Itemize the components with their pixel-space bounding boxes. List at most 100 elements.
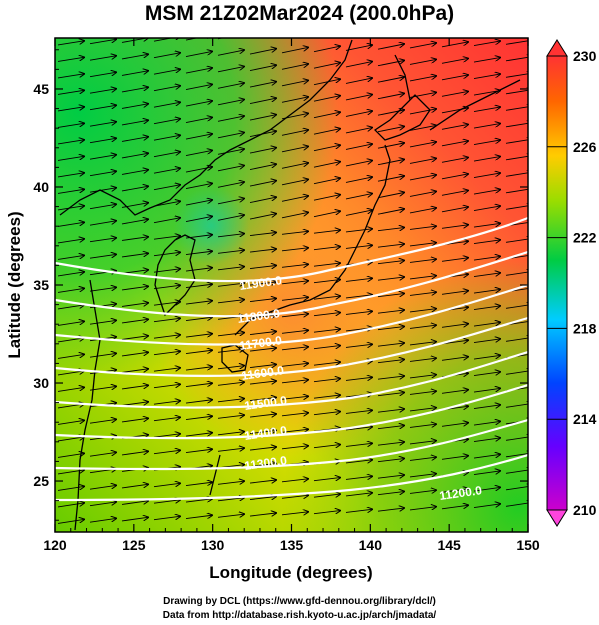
wind-arrow	[153, 218, 180, 224]
wind-arrow	[281, 314, 308, 317]
wind-arrow	[249, 181, 276, 187]
wind-arrow	[313, 46, 340, 53]
wind-arrow	[281, 130, 308, 136]
wind-arrow	[185, 499, 212, 503]
wind-arrow	[377, 492, 404, 496]
wind-arrow	[57, 288, 84, 293]
wind-arrow	[57, 57, 84, 62]
wind-arrow	[409, 226, 436, 230]
wind-arrow	[57, 107, 84, 112]
wind-arrow	[249, 233, 276, 236]
wind-arrow	[121, 336, 148, 340]
wind-arrow	[346, 29, 372, 34]
wind-arrow	[409, 375, 436, 379]
wind-arrow	[57, 222, 84, 227]
wind-arrow	[281, 396, 308, 399]
temperature-field	[55, 38, 528, 532]
wind-arrow	[57, 189, 84, 194]
wind-arrow	[57, 321, 84, 326]
wind-arrow	[313, 445, 340, 448]
wind-arrow	[473, 504, 500, 509]
wind-arrow	[409, 92, 436, 98]
wind-arrow	[121, 369, 148, 373]
wind-arrow	[153, 201, 180, 207]
wind-arrow	[121, 170, 148, 175]
wind-arrow	[441, 489, 468, 493]
wind-arrow	[441, 456, 468, 460]
wind-arrow	[121, 484, 148, 489]
wind-arrow	[345, 144, 372, 150]
data-credit: Data from http://database.rish.kyoto-u.a…	[162, 610, 437, 621]
wind-arrow	[121, 286, 148, 291]
wind-arrow	[345, 460, 372, 463]
wind-arrow	[473, 306, 500, 311]
wind-arrow	[89, 39, 116, 45]
wind-arrow	[473, 273, 500, 278]
wind-arrow	[409, 158, 436, 164]
wind-arrow	[249, 82, 276, 88]
height-contours	[55, 216, 528, 502]
wind-arrow	[313, 247, 340, 250]
wind-arrow	[377, 192, 404, 199]
wind-arrow	[217, 382, 244, 386]
contour-label: 11900.0	[238, 273, 283, 293]
wind-arrow	[345, 78, 372, 84]
wind-arrow	[473, 58, 500, 63]
wind-arrow	[185, 68, 212, 74]
wind-arrow	[473, 322, 500, 327]
wind-arrow	[121, 137, 148, 142]
wind-arrow	[377, 228, 404, 232]
wind-arrow	[57, 123, 84, 128]
wind-arrow	[377, 475, 404, 479]
wind-arrow	[441, 157, 468, 163]
drawing-credit: Drawing by DCL (https://www.gfd-dennou.o…	[163, 596, 436, 607]
wind-arrow	[473, 438, 500, 443]
wind-arrow	[441, 190, 468, 196]
wind-arrow	[217, 234, 244, 238]
wind-arrow	[313, 395, 340, 398]
wind-arrow	[377, 277, 404, 281]
x-axis: 120 125 130 135 140 145 150	[43, 38, 540, 553]
wind-arrow	[185, 216, 212, 222]
wind-arrow	[249, 332, 276, 335]
wind-arrow	[281, 146, 308, 153]
wind-arrow	[217, 366, 244, 370]
wind-arrow	[89, 221, 116, 226]
wind-arrow	[377, 159, 404, 166]
wind-arrow	[345, 295, 372, 298]
contour-label: 11500.0	[243, 393, 288, 413]
wind-arrow	[217, 498, 244, 502]
wind-arrow	[473, 74, 500, 79]
wind-arrow	[89, 56, 116, 61]
wind-arrow	[57, 437, 84, 442]
wind-arrow	[217, 50, 244, 56]
y-tick-label: 30	[33, 375, 49, 391]
wind-arrow	[89, 485, 116, 490]
wind-arrow	[249, 315, 276, 318]
wind-arrow	[249, 214, 276, 220]
wind-arrow	[313, 112, 340, 119]
wind-arrow	[313, 79, 340, 86]
wind-arrow	[345, 161, 372, 167]
wind-arrow	[409, 208, 436, 214]
wind-arrow	[345, 377, 372, 380]
wind-arrow	[313, 296, 340, 299]
wind-arrow	[217, 514, 244, 518]
wind-arrow	[249, 348, 276, 351]
wind-arrow	[473, 405, 500, 410]
wind-arrow	[441, 357, 468, 361]
wind-arrow	[345, 62, 372, 68]
wind-arrow	[153, 168, 180, 174]
wind-arrow	[249, 98, 276, 105]
wind-arrow	[377, 409, 404, 413]
wind-arrow	[473, 91, 500, 96]
wind-arrow	[57, 173, 84, 178]
x-axis-label: Longitude (degrees)	[209, 563, 372, 582]
wind-arrow	[185, 284, 212, 288]
wind-arrow	[473, 372, 500, 377]
wind-arrow	[345, 311, 372, 314]
wind-arrow	[153, 318, 180, 323]
wind-arrow	[217, 67, 244, 73]
wind-arrow	[57, 420, 84, 425]
